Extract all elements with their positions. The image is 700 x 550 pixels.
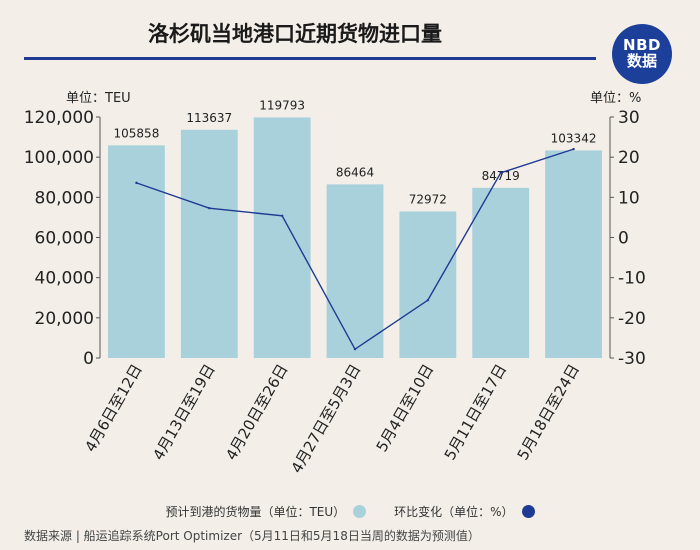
right-tick-label: 20 — [618, 148, 640, 168]
category-label: 4月13日至19日 — [149, 361, 218, 463]
bar-data-label: 84719 — [482, 169, 520, 183]
bar — [108, 145, 165, 358]
left-tick-label: 20,000 — [35, 309, 94, 329]
category-label: 4月6日至12日 — [81, 361, 146, 455]
bar-data-label: 86464 — [336, 165, 374, 179]
legend-line-swatch — [521, 505, 535, 518]
category-label: 4月27日至5月3日 — [288, 361, 365, 476]
right-tick-label: 10 — [618, 188, 640, 208]
change-point — [353, 347, 357, 351]
left-tick-label: 100,000 — [24, 148, 94, 168]
right-tick-label: -10 — [618, 269, 646, 289]
bar — [253, 117, 311, 358]
legend-line-label: 环比变化（单位：%） — [394, 505, 514, 519]
bar-data-label: 113637 — [186, 111, 232, 125]
chart-title: 洛杉矶当地港口近期货物进口量 — [148, 22, 442, 46]
legend: 预计到港的货物量（单位：TEU） 环比变化（单位：%） — [0, 503, 700, 520]
category-label: 4月20日至26日 — [222, 361, 291, 463]
logo-text-data: 数据 — [626, 52, 657, 70]
right-axis-unit: 单位：% — [590, 91, 642, 106]
left-tick-label: 60,000 — [35, 229, 94, 249]
right-tick-label: -20 — [618, 309, 646, 329]
left-axis-unit: 单位：TEU — [66, 91, 131, 106]
bar-data-label: 119793 — [259, 98, 305, 112]
right-tick-label: 30 — [618, 108, 640, 128]
left-tick-label: 0 — [83, 349, 94, 369]
change-point — [208, 206, 211, 210]
data-source: 数据来源 | 船运追踪系统Port Optimizer（5月11日和5月18日当… — [24, 529, 480, 543]
change-point — [572, 147, 575, 151]
bar-data-label: 72972 — [409, 192, 447, 206]
nbd-logo: NBD 数据 — [612, 24, 672, 84]
category-label: 5月4日至10日 — [373, 361, 438, 455]
legend-bar-swatch — [353, 505, 367, 518]
bar — [545, 150, 602, 358]
change-point — [135, 181, 138, 185]
right-tick-label: -30 — [618, 349, 646, 369]
bar-data-label: 105858 — [114, 126, 160, 140]
left-tick-label: 40,000 — [35, 269, 94, 289]
title-divider — [24, 57, 596, 60]
change-point — [280, 214, 284, 218]
bar — [180, 129, 238, 358]
right-tick-label: 0 — [618, 229, 629, 249]
bar — [399, 211, 457, 358]
change-point — [499, 171, 502, 175]
left-tick-label: 80,000 — [35, 188, 94, 208]
change-point — [426, 298, 430, 302]
logo-text-nbd: NBD — [623, 36, 661, 55]
bar — [326, 184, 384, 358]
left-tick-label: 120,000 — [24, 108, 94, 128]
category-label: 5月18日至24日 — [514, 361, 583, 463]
bar — [472, 187, 530, 358]
bar-data-label: 103342 — [551, 131, 597, 145]
category-label: 5月11日至17日 — [441, 361, 510, 463]
legend-bar-label: 预计到港的货物量（单位：TEU） — [165, 505, 346, 519]
